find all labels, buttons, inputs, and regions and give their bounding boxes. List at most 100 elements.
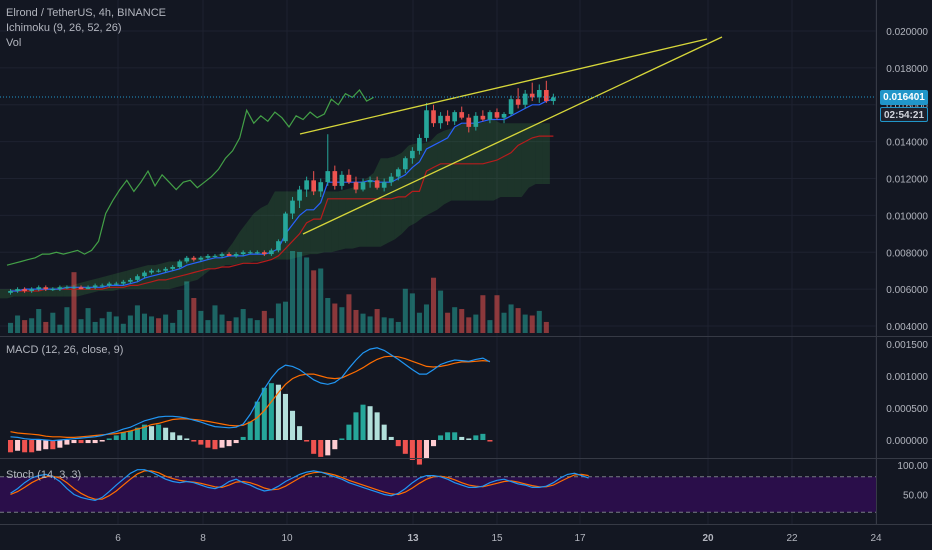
volume-bar: [120, 323, 126, 333]
volume-label[interactable]: Vol: [6, 37, 22, 49]
candle-body: [205, 255, 211, 258]
macd-histogram-bar: [275, 384, 281, 440]
macd-histogram-bar: [240, 436, 246, 440]
volume-bar: [522, 314, 528, 333]
candle-body: [233, 254, 239, 256]
candle-body: [339, 174, 345, 186]
candle-body: [431, 110, 436, 124]
volume-bar: [332, 303, 338, 333]
cloud-segment: [479, 121, 487, 201]
macd-histogram-bar: [325, 440, 331, 456]
rising-wedge-drawing[interactable]: [299, 36, 723, 235]
candle-body: [226, 254, 232, 256]
candle-body: [304, 180, 309, 190]
candle-body: [85, 287, 91, 290]
macd-histogram-bar: [78, 440, 84, 444]
macd-histogram-bar: [85, 440, 91, 444]
macd-histogram-bar: [438, 435, 444, 440]
macd-histogram-bar: [191, 440, 197, 442]
macd-histogram-bar: [395, 440, 401, 447]
symbol-title[interactable]: Elrond / TetherUS, 4h, BINANCE: [6, 7, 166, 19]
candle-body: [459, 112, 465, 118]
candle-body: [346, 174, 352, 183]
stochastic-pane[interactable]: [0, 469, 876, 513]
candle-body: [515, 99, 521, 105]
volume-bar: [282, 301, 288, 333]
macd-histogram-bar: [304, 440, 310, 442]
macd-histogram-bar: [92, 440, 98, 444]
volume-bar: [452, 307, 458, 333]
volume-bar: [423, 304, 429, 333]
candle-body: [191, 257, 197, 260]
macd-histogram-bar: [374, 412, 380, 440]
volume-bar: [219, 314, 225, 333]
volume-bar: [438, 290, 444, 333]
macd-histogram-bar: [282, 393, 288, 440]
macd-histogram-bar: [163, 427, 169, 440]
price-axis-label: 0.010000: [886, 211, 928, 222]
volume-bar: [163, 314, 169, 333]
cloud-segment: [296, 191, 304, 258]
volume-bar: [494, 295, 500, 333]
candle-body: [113, 283, 119, 285]
cloud-segment: [267, 191, 275, 260]
macd-legend[interactable]: MACD (12, 26, close, 9): [6, 343, 123, 358]
stoch-legend[interactable]: Stoch (14, 3, 3): [6, 468, 81, 483]
volume-bar: [325, 297, 331, 333]
price-axis-label: 0.012000: [886, 175, 928, 186]
volume-bar: [515, 308, 521, 333]
volume-bar: [113, 316, 119, 333]
candle-body: [29, 289, 34, 291]
volume-bar: [106, 311, 112, 333]
macd-histogram-bar: [473, 435, 479, 440]
candle-body: [64, 287, 70, 289]
macd-line: [10, 347, 491, 442]
volume-bar: [36, 309, 42, 333]
wedge-lower-trendline[interactable]: [302, 36, 723, 235]
price-axis-label: 0.014000: [886, 138, 928, 149]
candle-body: [15, 289, 20, 291]
macd-histogram-bar: [339, 438, 345, 440]
volume-bar: [536, 310, 542, 333]
macd-histogram-bar: [156, 424, 162, 440]
cloud-segment: [514, 123, 522, 197]
macd-histogram-bar: [134, 427, 140, 440]
macd-pane[interactable]: [8, 347, 493, 465]
candle-body: [254, 252, 260, 254]
macd-histogram-bar: [332, 440, 338, 450]
volume-bar: [184, 281, 190, 333]
candle-body: [142, 272, 147, 277]
kijun-sen-line: [10, 135, 554, 292]
candle-body: [212, 255, 218, 257]
candlesticks[interactable]: [8, 80, 556, 295]
ichimoku-label[interactable]: Ichimoku (9, 26, 52, 26): [6, 22, 122, 34]
cloud-segment: [317, 189, 325, 255]
cloud-segment: [246, 213, 254, 264]
candle-body: [417, 137, 422, 151]
macd-label[interactable]: MACD (12, 26, close, 9): [6, 344, 124, 356]
macd-histogram-bar: [149, 426, 155, 440]
macd-histogram-bar: [431, 440, 437, 447]
candle-body: [170, 267, 175, 269]
wedge-upper-trendline[interactable]: [299, 38, 708, 135]
volume-bar: [311, 270, 317, 333]
stoch-axis-label: 100.00: [897, 461, 928, 472]
macd-histogram-bar: [409, 440, 415, 460]
candle-body: [410, 150, 415, 159]
candle-body: [290, 200, 295, 214]
macd-histogram-bar: [346, 424, 352, 440]
macd-histogram-bar: [64, 440, 70, 445]
cloud-segment: [437, 130, 445, 210]
candle-body: [219, 254, 225, 256]
price-axis-label: 0.016000: [886, 101, 928, 112]
volume-bar: [99, 318, 105, 333]
price-axes: 0.020000 0.018000 0.016000 0.014000 0.012000…: [0, 0, 932, 525]
candle-body: [466, 117, 472, 127]
stoch-label[interactable]: Stoch (14, 3, 3): [6, 469, 82, 481]
candle-body: [403, 158, 408, 170]
candle-body: [198, 257, 204, 260]
candle-body: [332, 171, 338, 186]
volume-bar: [127, 315, 133, 333]
last-price-tag: 0.016401: [880, 90, 928, 105]
